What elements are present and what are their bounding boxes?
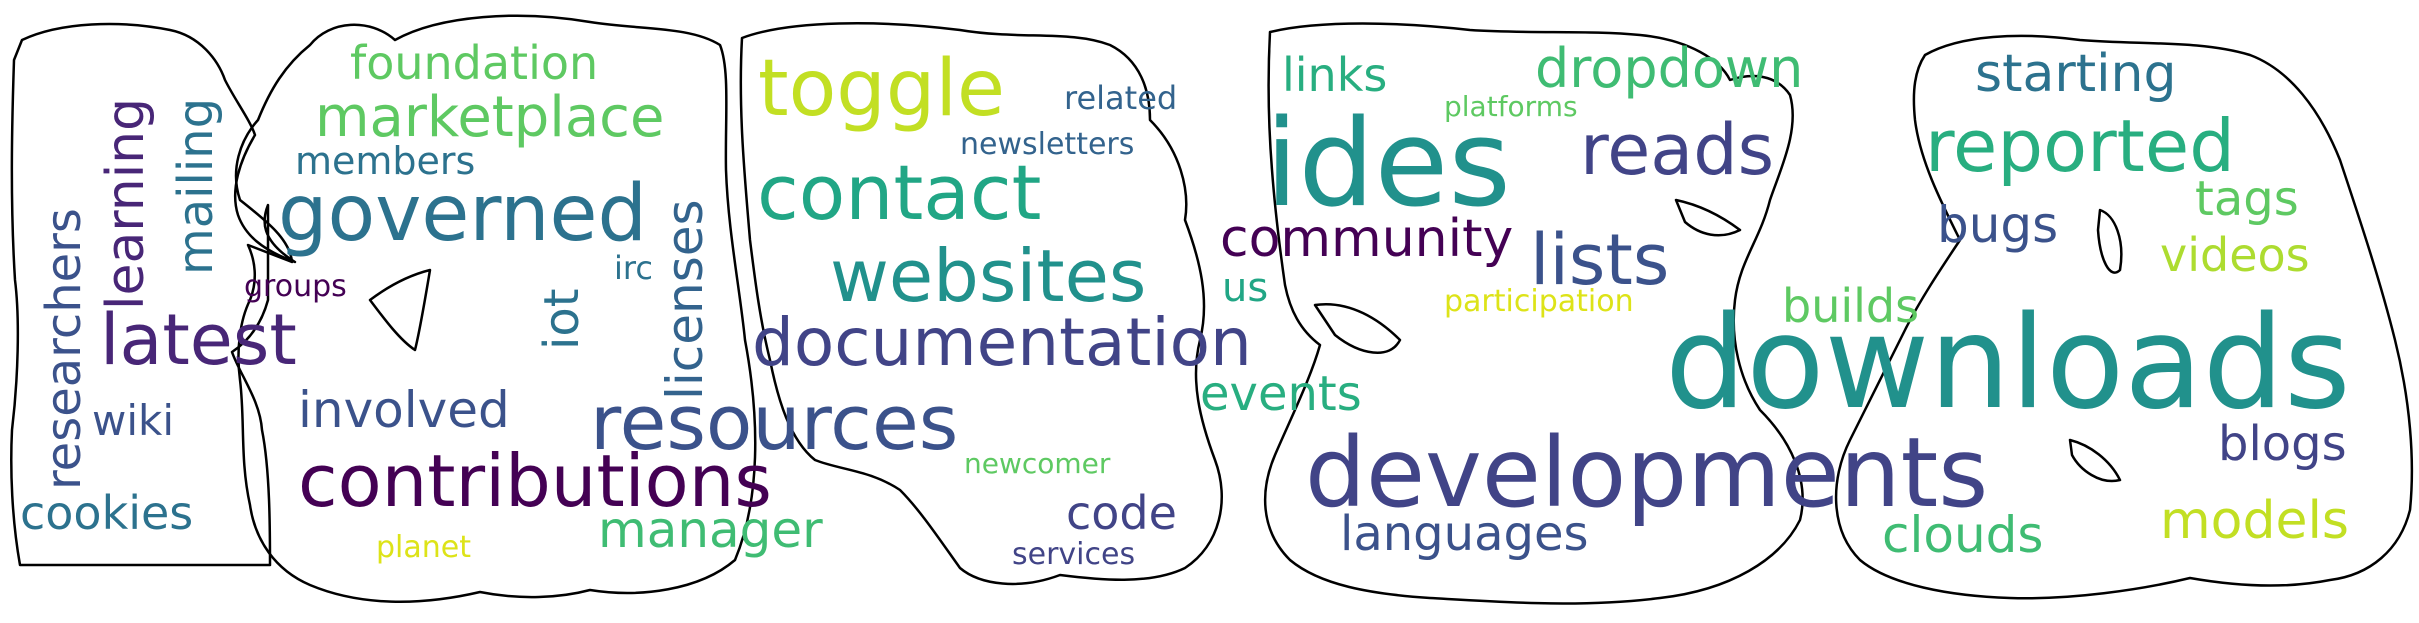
word-ides: ides	[1265, 95, 1511, 234]
word-downloads: downloads	[1665, 289, 2351, 438]
word-community: community	[1220, 209, 1514, 269]
shape-inner-notch-5	[368, 268, 432, 352]
word-involved: involved	[298, 381, 510, 439]
word-starting: starting	[1975, 44, 2177, 104]
word-builds: builds	[1782, 279, 1920, 333]
word-learning: learning	[96, 97, 156, 310]
shape-inner-notch-3	[2096, 208, 2123, 274]
word-toggle: toggle	[758, 44, 1005, 134]
word-services: services	[1012, 537, 1136, 572]
word-code: code	[1066, 486, 1177, 540]
word-foundation: foundation	[350, 36, 599, 90]
word-models: models	[2160, 491, 2350, 551]
word-videos: videos	[2160, 228, 2310, 282]
word-reads: reads	[1580, 109, 1775, 191]
word-dropdown: dropdown	[1535, 37, 1804, 100]
word-languages: languages	[1340, 506, 1589, 562]
word-developments: developments	[1305, 417, 1989, 529]
word-manager: manager	[598, 501, 823, 559]
word-blogs: blogs	[2218, 416, 2347, 472]
word-newcomer: newcomer	[964, 447, 1111, 480]
word-links: links	[1282, 48, 1388, 102]
word-bugs: bugs	[1937, 196, 2059, 254]
word-related: related	[1064, 79, 1178, 117]
word-reported: reported	[1925, 104, 2235, 188]
word-tags: tags	[2195, 171, 2299, 227]
word-websites: websites	[830, 234, 1147, 318]
word-planet: planet	[376, 530, 471, 565]
word-us: us	[1222, 265, 1269, 311]
word-governed: governed	[278, 169, 648, 259]
word-latest: latest	[100, 299, 297, 381]
word-participation: participation	[1444, 284, 1634, 319]
letter-outline-2	[234, 14, 757, 603]
word-contributions: contributions	[298, 439, 772, 523]
word-mailing: mailing	[168, 97, 224, 275]
word-wiki: wiki	[92, 396, 175, 445]
word-groups: groups	[244, 269, 347, 304]
word-lists: lists	[1530, 219, 1670, 301]
shape-inner-notch-1	[1674, 198, 1742, 237]
word-marketplace: marketplace	[315, 85, 665, 150]
word-licenses: licenses	[656, 199, 714, 400]
word-documentation: documentation	[752, 304, 1252, 381]
letter-outline-4	[1264, 22, 1804, 605]
letter-outline-1	[10, 22, 297, 567]
word-members: members	[295, 139, 476, 183]
word-events: events	[1200, 366, 1362, 422]
word-iot: iot	[534, 288, 590, 350]
word-clouds: clouds	[1882, 506, 2044, 564]
word-researchers: researchers	[36, 208, 92, 490]
shape-inner-notch-2	[1313, 302, 1402, 354]
word-platforms: platforms	[1444, 90, 1578, 123]
word-resources: resources	[590, 378, 959, 467]
shape-inner-notch-4	[2068, 438, 2122, 483]
word-irc: irc	[614, 249, 653, 287]
word-newsletters: newsletters	[960, 127, 1135, 162]
letter-outline-3	[739, 22, 1223, 586]
letter-outline-5	[1834, 34, 2414, 600]
word-cookies: cookies	[20, 486, 194, 540]
word-contact: contact	[757, 148, 1042, 237]
